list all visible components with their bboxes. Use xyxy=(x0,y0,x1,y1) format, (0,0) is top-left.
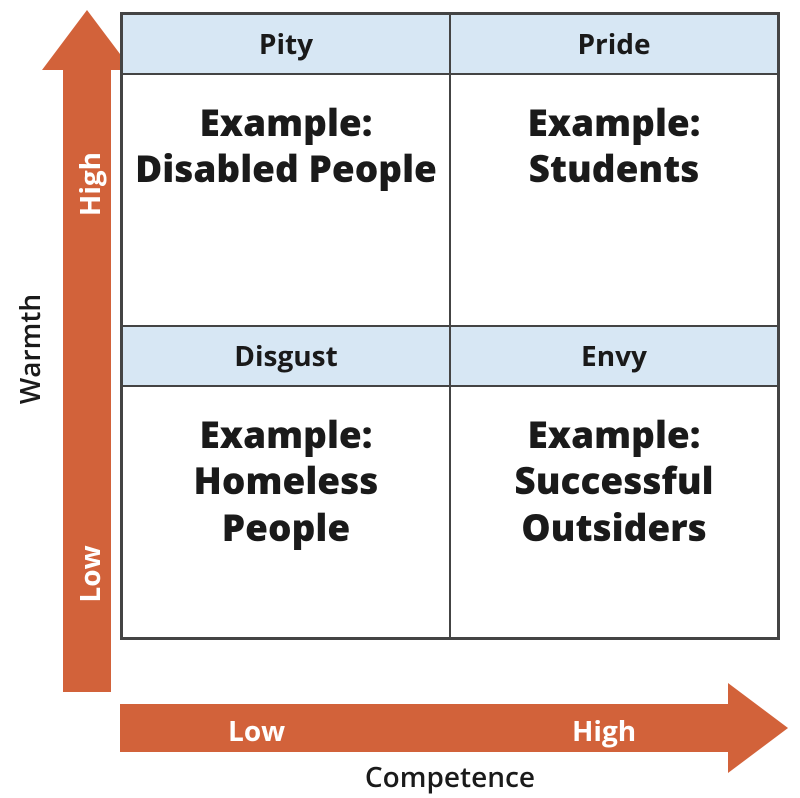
example-prefix: Example: xyxy=(200,408,373,459)
quadrant-title: Disgust xyxy=(123,327,449,387)
quadrant-top-left: Pity Example: Disabled People xyxy=(121,13,451,327)
quadrant-title: Pride xyxy=(451,15,777,75)
quadrant-title: Pity xyxy=(123,15,449,75)
example-text: Homeless People xyxy=(194,454,379,551)
x-axis-high-label: High xyxy=(572,712,636,750)
quadrant-example: Example: Disabled People xyxy=(125,75,447,232)
x-axis-low-label: Low xyxy=(228,712,285,750)
y-axis-low-label: Low xyxy=(71,514,109,634)
quadrant-top-right: Pride Example: Students xyxy=(449,13,779,327)
x-axis-title: Competence xyxy=(120,758,780,796)
quadrant-bottom-left: Disgust Example: Homeless People xyxy=(121,325,451,639)
example-prefix: Example: xyxy=(528,96,701,147)
example-text: Successful Outsiders xyxy=(514,454,713,551)
quadrant-title: Envy xyxy=(451,327,777,387)
example-prefix: Example: xyxy=(528,408,701,459)
y-axis-arrow-head-icon xyxy=(42,10,132,70)
x-axis-arrow-shaft xyxy=(120,704,740,752)
quadrant-example: Example: Students xyxy=(518,75,711,232)
quadrant-grid: Pity Example: Disabled People Pride Exam… xyxy=(120,12,780,640)
example-text: Disabled People xyxy=(135,142,437,193)
quadrant-example: Example: Homeless People xyxy=(123,387,449,590)
grid-row-bottom: Disgust Example: Homeless People Envy Ex… xyxy=(122,326,778,638)
example-prefix: Example: xyxy=(199,96,372,147)
y-axis-high-label: High xyxy=(71,124,109,244)
y-axis-title: Warmth xyxy=(11,289,49,409)
quadrant-example: Example: Successful Outsiders xyxy=(451,387,777,590)
example-text: Students xyxy=(529,142,700,193)
grid-row-top: Pity Example: Disabled People Pride Exam… xyxy=(122,14,778,326)
quadrant-bottom-right: Envy Example: Successful Outsiders xyxy=(449,325,779,639)
matrix-diagram: High Low Warmth Pity Example: Disabled P… xyxy=(0,0,800,798)
